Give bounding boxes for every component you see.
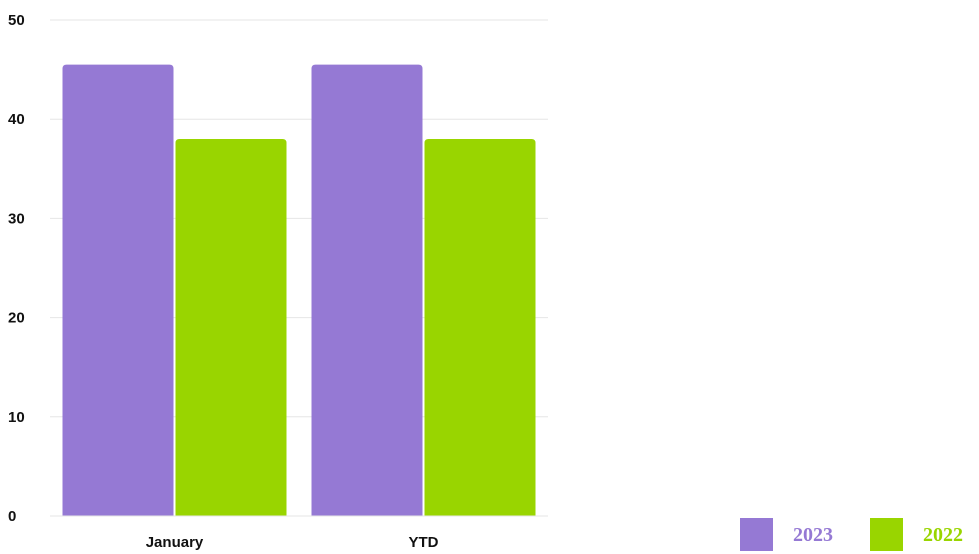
x-axis-labels: January YTD bbox=[146, 534, 439, 551]
bars bbox=[62, 64, 536, 517]
x-tick-label: January bbox=[146, 534, 204, 551]
y-tick-label: 10 bbox=[8, 409, 25, 426]
y-tick-label: 0 bbox=[8, 508, 16, 525]
y-tick-label: 30 bbox=[8, 210, 25, 227]
bar-2022-january bbox=[175, 139, 287, 517]
x-tick-label: YTD bbox=[409, 534, 439, 551]
y-tick-label: 20 bbox=[8, 310, 25, 327]
legend-swatch-2023 bbox=[740, 518, 773, 551]
legend-label-2023: 2023 bbox=[793, 524, 833, 546]
y-tick-label: 40 bbox=[8, 111, 25, 128]
legend: 2023 2022 bbox=[740, 518, 963, 551]
bar-2023-january bbox=[62, 64, 174, 516]
y-tick-label: 50 bbox=[8, 12, 25, 29]
bar-2022-ytd bbox=[424, 139, 536, 517]
legend-swatch-2022 bbox=[870, 518, 903, 551]
y-axis-ticks: 0 10 20 30 40 50 bbox=[8, 12, 25, 525]
bar-2023-ytd bbox=[311, 64, 423, 516]
legend-label-2022: 2022 bbox=[923, 524, 963, 546]
